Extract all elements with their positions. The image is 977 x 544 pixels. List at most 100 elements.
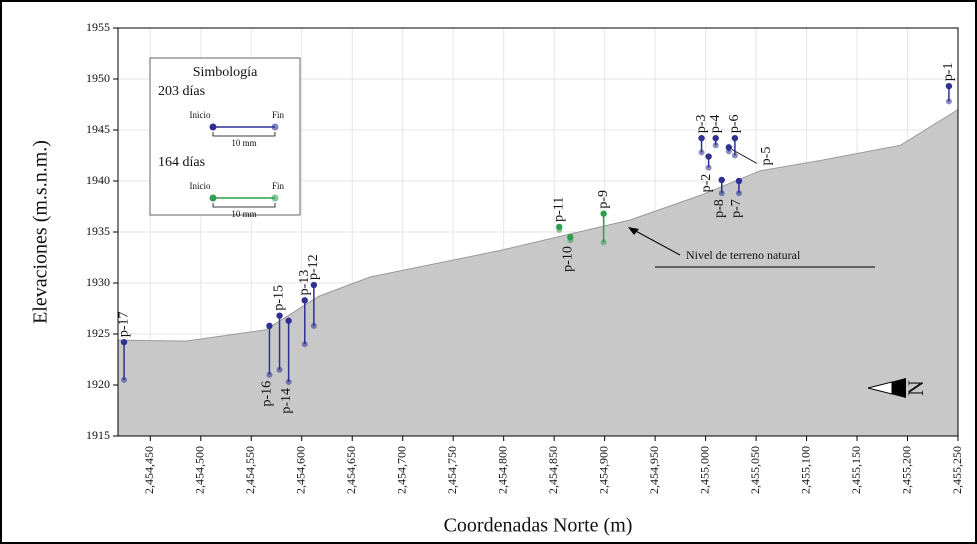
arrow-head <box>628 227 639 235</box>
y-tick-label: 1940 <box>86 173 110 187</box>
start-point <box>310 281 318 289</box>
start-point <box>285 317 292 324</box>
point-label: p-8 <box>712 199 727 218</box>
start-point <box>120 338 128 346</box>
end-point <box>600 239 607 246</box>
end-point <box>712 142 719 149</box>
end-point <box>301 341 308 348</box>
legend-label: 203 días <box>158 84 205 99</box>
label-leader <box>731 148 758 164</box>
x-tick-label: 2,455,000 <box>697 446 711 494</box>
point-label: p-4 <box>708 114 723 133</box>
end-point <box>735 190 742 197</box>
legend-box <box>149 57 301 216</box>
point-label: p-1 <box>941 62 956 81</box>
x-tick-label: 2,454,800 <box>495 446 509 494</box>
end-point <box>718 190 725 197</box>
legend-end: Fin <box>272 110 285 120</box>
x-tick-label: 2,454,500 <box>193 446 207 494</box>
end-point <box>731 152 738 159</box>
legend-label: 164 días <box>158 155 205 170</box>
end-point <box>945 98 952 105</box>
plot-border <box>117 27 959 437</box>
point-label: p-11 <box>551 197 566 222</box>
start-point <box>712 134 719 142</box>
scale-bracket <box>212 132 276 137</box>
start-point <box>276 312 283 319</box>
start-point <box>301 297 308 304</box>
start-point <box>945 82 953 90</box>
start-point <box>735 177 743 185</box>
y-tick-label: 1955 <box>86 20 110 34</box>
end-point <box>285 378 292 385</box>
x-tick-label: 2,454,650 <box>344 446 358 494</box>
y-tick-label: 1920 <box>86 377 110 391</box>
legend-start-dot <box>209 194 217 202</box>
point-label: p-17 <box>116 311 131 337</box>
y-tick-label: 1925 <box>86 326 110 340</box>
x-tick-label: 2,455,200 <box>899 446 913 494</box>
point-label: p-14 <box>279 388 294 414</box>
y-tick-label: 1945 <box>86 122 110 136</box>
x-tick-label: 2,454,700 <box>394 446 408 494</box>
scale-label: 10 mm <box>231 138 256 148</box>
point-label: p-7 <box>729 199 744 218</box>
y-tick-label: 1915 <box>86 428 110 442</box>
x-tick-label: 2,454,450 <box>142 446 156 494</box>
y-axis-title: Elevaciones (m.s.n.m.) <box>30 140 52 324</box>
legend-start: Inicio <box>190 181 211 191</box>
x-tick-label: 2,454,900 <box>596 446 610 494</box>
legend-start-dot <box>209 123 217 131</box>
terrain <box>117 108 959 437</box>
end-point <box>276 366 283 373</box>
point-label: p-12 <box>306 254 321 280</box>
end-point <box>556 226 563 233</box>
start-point <box>731 134 739 142</box>
legend-end-dot <box>271 194 279 202</box>
y-tick-label: 1935 <box>86 224 110 238</box>
point-label: p-15 <box>272 285 287 311</box>
x-tick-label: 2,455,250 <box>950 446 964 494</box>
point-label: p-6 <box>727 114 742 133</box>
annotation: Nivel de terreno natural <box>686 248 801 262</box>
end-point <box>705 164 712 171</box>
x-tick-label: 2,454,600 <box>294 446 308 494</box>
start-point <box>600 210 607 217</box>
start-point <box>266 322 273 330</box>
scale-bracket <box>212 203 276 208</box>
x-axis-title: Coordenadas Norte (m) <box>444 515 633 537</box>
x-tick-label: 2,454,950 <box>647 446 661 494</box>
point-label: p-10 <box>561 246 576 272</box>
x-tick-label: 2,455,150 <box>849 446 863 494</box>
end-point <box>698 149 705 156</box>
x-tick-label: 2,455,050 <box>748 446 762 494</box>
point-label: p-2 <box>699 174 714 193</box>
scale-label: 10 mm <box>231 209 256 219</box>
start-point <box>718 176 725 184</box>
x-tick-label: 2,454,550 <box>243 446 257 494</box>
point-label: p-16 <box>260 381 275 407</box>
north-arrow-light <box>867 381 893 395</box>
north-label: N <box>903 380 928 396</box>
point-label: p-5 <box>759 147 774 166</box>
y-tick-label: 1950 <box>86 71 110 85</box>
point-label: p-9 <box>596 190 611 209</box>
point-label: p-13 <box>297 270 312 296</box>
point-label: p-3 <box>694 114 709 133</box>
x-tick-label: 2,455,100 <box>798 446 812 494</box>
end-point <box>567 237 574 244</box>
annotation-arrow <box>631 228 681 256</box>
end-point <box>121 376 128 383</box>
end-point <box>310 322 317 329</box>
start-point <box>705 153 712 160</box>
start-point <box>698 134 705 142</box>
y-tick-label: 1930 <box>86 275 110 289</box>
legend-end-dot <box>271 123 279 131</box>
legend-end: Fin <box>272 181 285 191</box>
legend-title: Simbología <box>193 65 258 80</box>
x-tick-label: 2,454,750 <box>445 446 459 494</box>
legend-start: Inicio <box>190 110 211 120</box>
end-point <box>266 371 273 378</box>
end-point <box>725 148 732 155</box>
